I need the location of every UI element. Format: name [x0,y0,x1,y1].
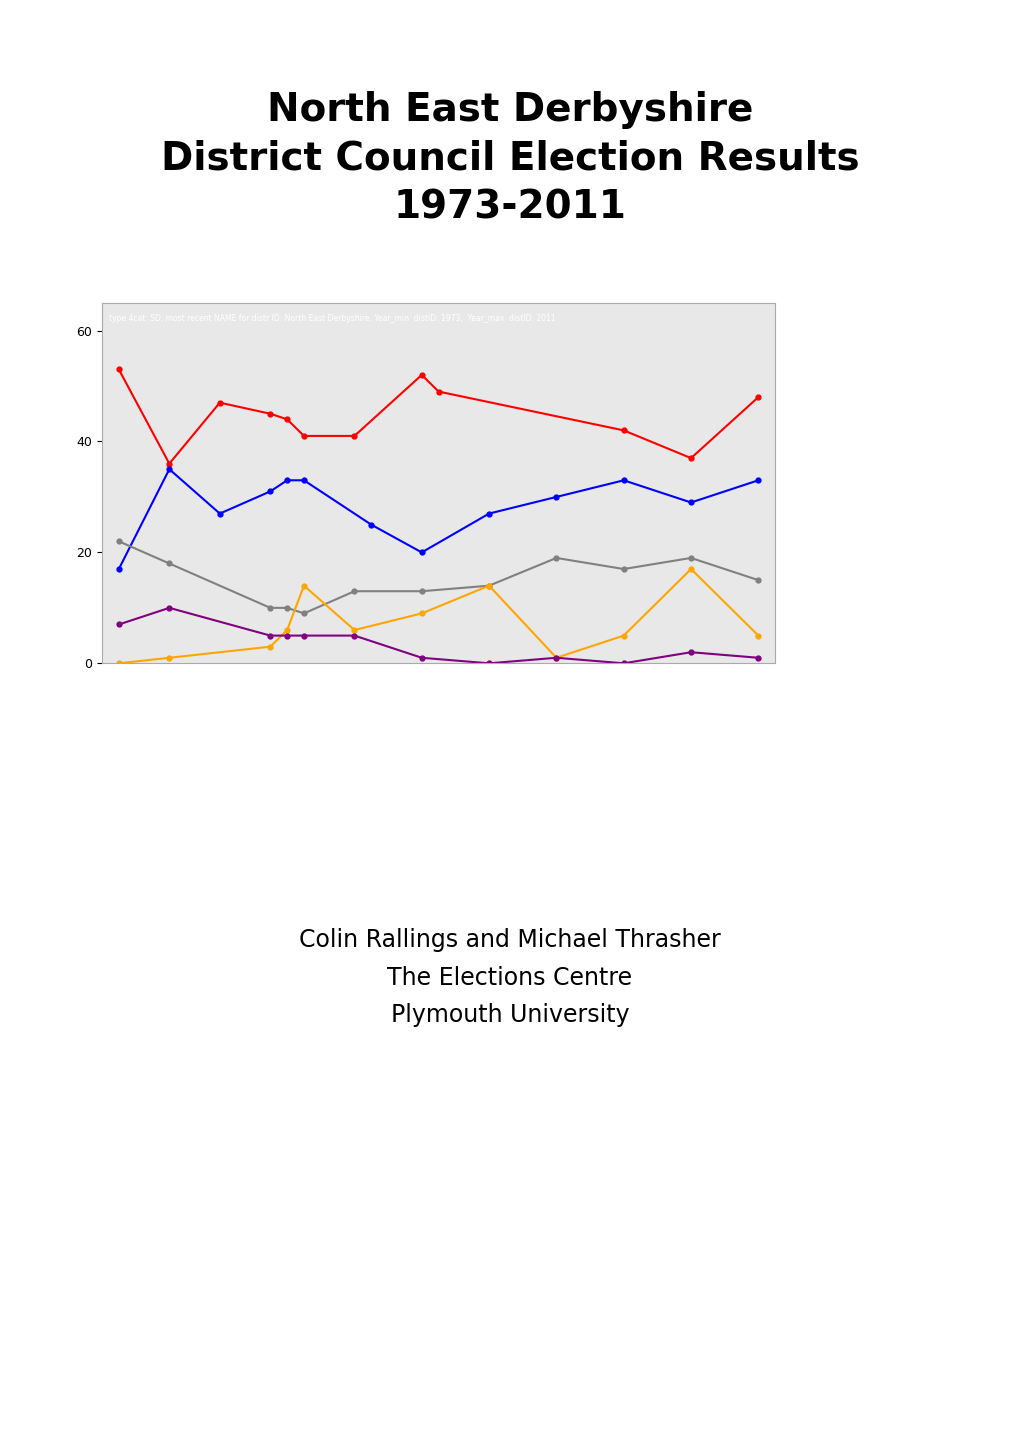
Text: North East Derbyshire
District Council Election Results
1973-2011: North East Derbyshire District Council E… [161,91,858,226]
Text: Colin Rallings and Michael Thrasher
The Elections Centre
Plymouth University: Colin Rallings and Michael Thrasher The … [299,929,720,1027]
Text: type 4cat: SD, most recent NAME for distr ID: North East Derbyshire, Year_min  d: type 4cat: SD, most recent NAME for dist… [109,314,554,323]
